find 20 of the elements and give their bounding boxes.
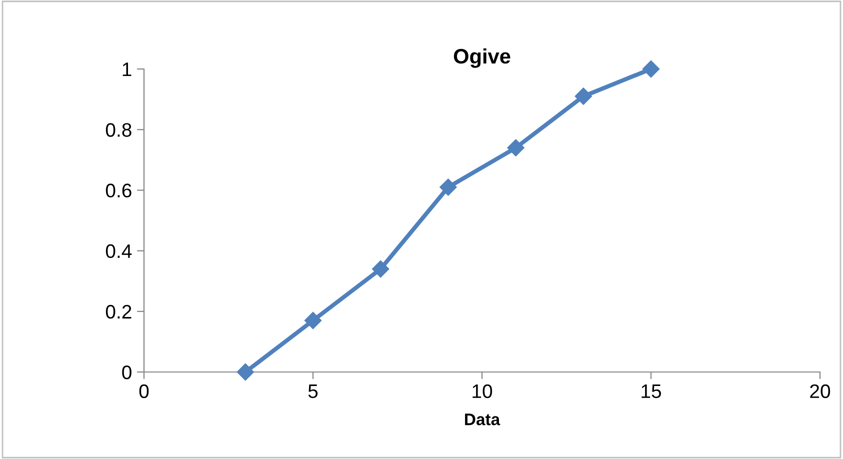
point [507,139,524,156]
point [574,88,592,105]
x-tick-label: 10 [472,384,492,398]
x-tick-label: 15 [642,384,661,398]
y-tick-label: 0.6 [106,184,132,198]
point [642,60,660,78]
y-tick-label: 1 [122,62,132,76]
y-tick-label: 0.8 [106,123,132,137]
point [440,178,457,196]
point [304,312,322,330]
y-tick-label: 0.2 [106,304,132,319]
x-axis-title: Data [465,414,500,426]
x-tick-label: 0 [139,384,149,398]
chart-title: Ogive [454,48,510,68]
x-tick-label: 20 [810,384,830,398]
point [372,260,390,278]
point [236,363,254,381]
y-tick-label: 0 [122,365,132,380]
y-tick-label: 0.4 [106,244,132,258]
x-tick-label: 5 [308,384,318,398]
